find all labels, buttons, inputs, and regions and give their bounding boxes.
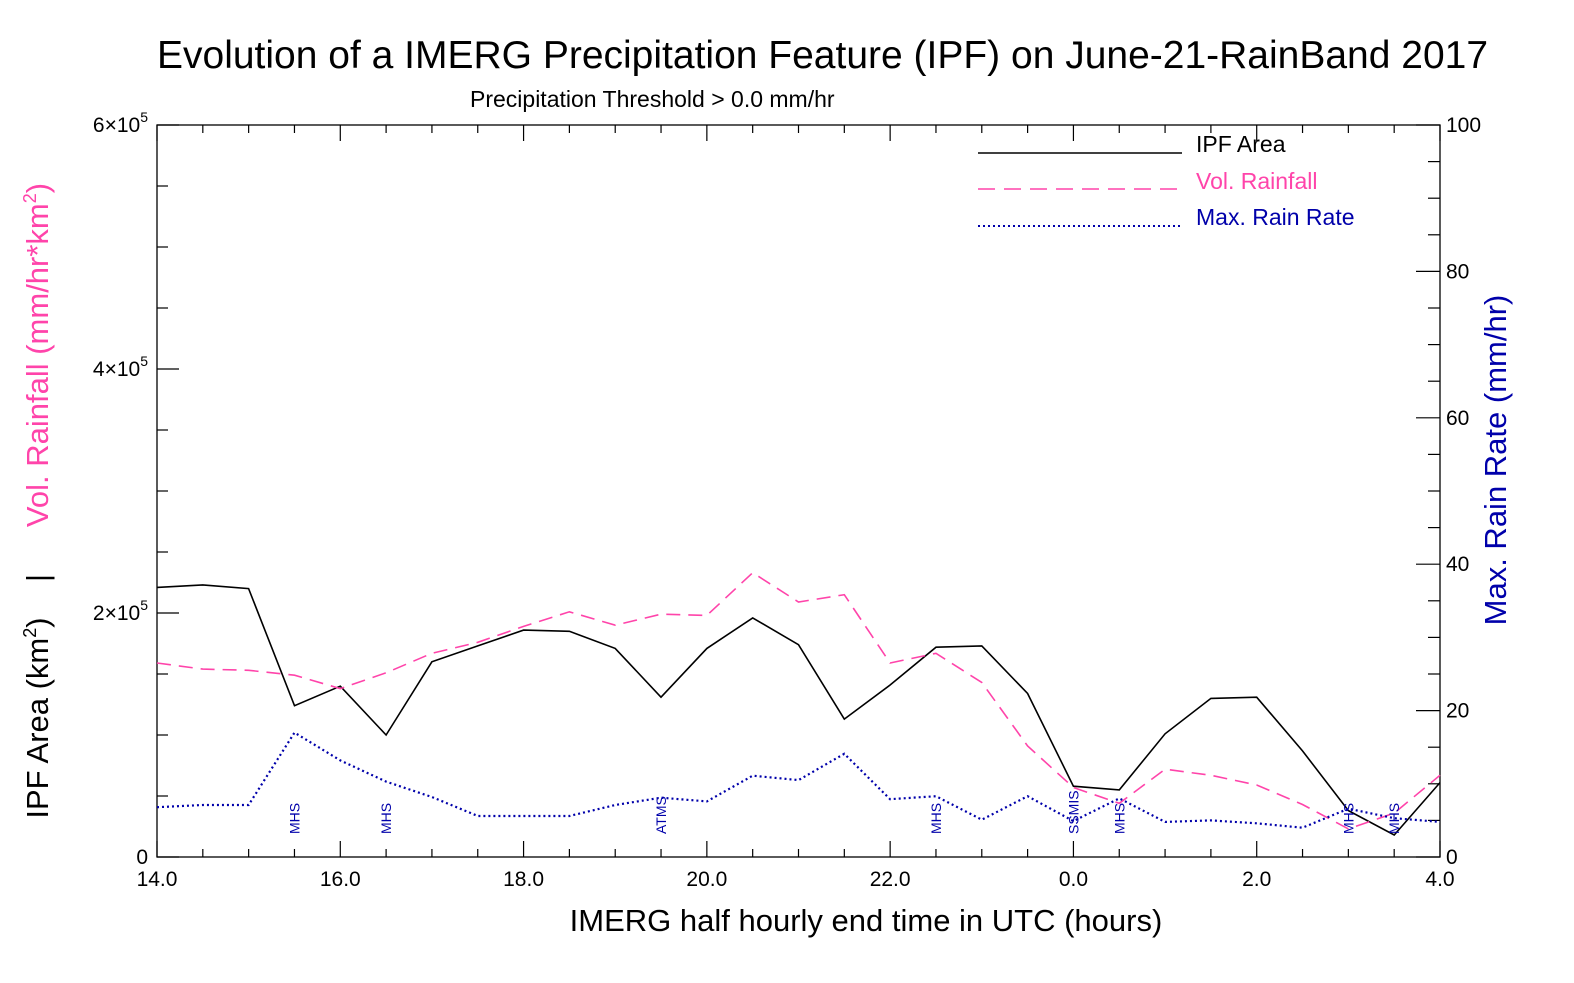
left-axis-label-separator: | — [20, 574, 55, 582]
x-tick-label: 2.0 — [1242, 868, 1271, 891]
legend-label-vol-rainfall: Vol. Rainfall — [1196, 168, 1317, 194]
x-tick-label: 22.0 — [870, 868, 911, 891]
x-tick-label: 18.0 — [503, 868, 544, 891]
sensor-label: MHS — [378, 803, 394, 834]
right-tick-label: 100 — [1446, 114, 1481, 137]
sensor-label: MHS — [1340, 803, 1356, 834]
series-line-max-rain-rate — [156, 731, 1441, 829]
right-axis-label: Max. Rain Rate (mm/hr) — [1478, 295, 1513, 626]
left-tick-label: 6×105 — [93, 109, 148, 137]
sensor-label: MHS — [928, 803, 944, 834]
x-tick-label: 14.0 — [137, 868, 178, 891]
right-tick-label: 20 — [1446, 700, 1469, 723]
plot-frame — [156, 124, 1441, 858]
x-tick-label: 4.0 — [1425, 868, 1454, 891]
right-tick-label: 80 — [1446, 260, 1469, 283]
x-axis-label: IMERG half hourly end time in UTC (hours… — [570, 903, 1163, 938]
sensor-label: ATMS — [653, 796, 669, 834]
left-axis-label-ipf-area: IPF Area (km2) — [20, 617, 55, 818]
sensor-label: MHS — [1111, 803, 1127, 834]
x-tick-label: 0.0 — [1059, 868, 1088, 891]
legend-label-ipf-area: IPF Area — [1196, 131, 1286, 157]
x-tick-label: 20.0 — [686, 868, 727, 891]
left-tick-label: 0 — [136, 846, 148, 869]
series-line-vol-rainfall — [156, 571, 1441, 830]
series-lines — [156, 571, 1441, 837]
sensor-label: MHS — [286, 803, 302, 834]
right-tick-label: 60 — [1446, 407, 1469, 430]
sensor-label: MHS — [1386, 803, 1402, 834]
right-tick-label: 40 — [1446, 553, 1469, 576]
legend: IPF Area Vol. Rainfall Max. Rain Rate — [978, 131, 1355, 230]
chart-subtitle: Precipitation Threshold > 0.0 mm/hr — [470, 86, 835, 112]
sensor-labels: MHS MHS ATMS MHS SSMIS MHS MHS MHS — [286, 790, 1402, 834]
legend-label-max-rain-rate: Max. Rain Rate — [1196, 204, 1355, 230]
series-line-ipf-area — [156, 584, 1441, 837]
x-tick-labels: 14.0 16.0 18.0 20.0 22.0 0.0 2.0 4.0 — [137, 868, 1455, 891]
right-tick-label: 0 — [1446, 846, 1458, 869]
left-axis-label-vol-rainfall: Vol. Rainfall (mm/hr*km2) — [20, 183, 55, 527]
left-tick-labels: 0 2×105 4×105 6×105 — [93, 109, 148, 869]
sensor-label: SSMIS — [1065, 790, 1081, 834]
axis-ticks — [156, 124, 1441, 858]
left-tick-label: 4×105 — [93, 353, 148, 381]
x-tick-label: 16.0 — [320, 868, 361, 891]
right-tick-labels: 0 20 40 60 80 100 — [1446, 114, 1481, 869]
left-tick-label: 2×105 — [93, 597, 148, 625]
chart-title: Evolution of a IMERG Precipitation Featu… — [157, 34, 1488, 77]
